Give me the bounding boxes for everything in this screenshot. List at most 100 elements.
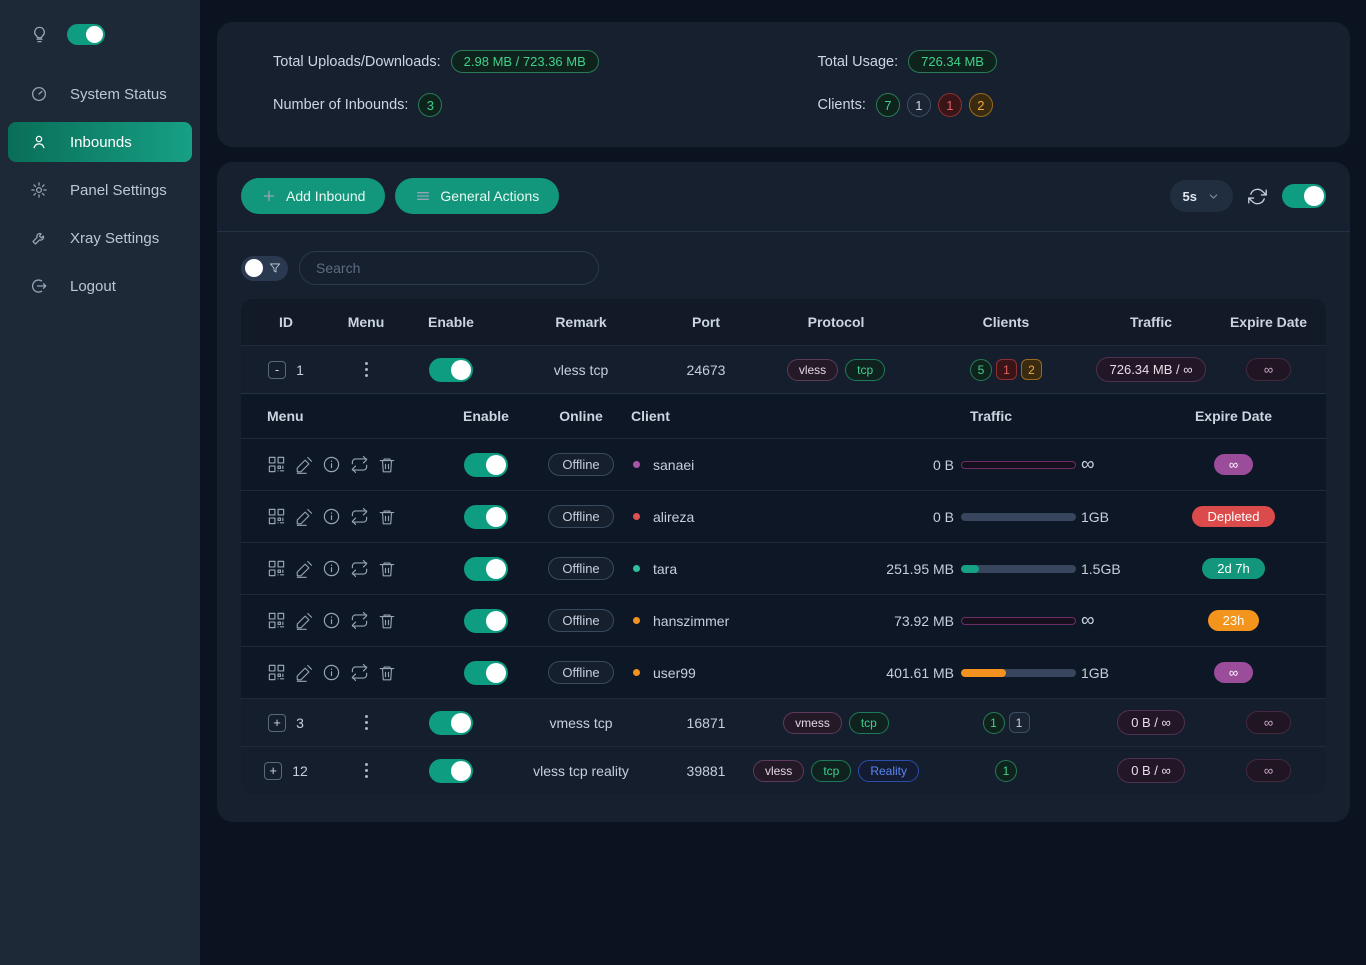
client-enable-toggle[interactable] — [464, 608, 508, 633]
client-count-green: 1 — [982, 711, 1005, 734]
client-name: alireza — [653, 508, 695, 525]
general-actions-button[interactable]: General Actions — [395, 178, 560, 214]
sidebar-item-xray-settings[interactable]: Xray Settings — [0, 218, 200, 258]
client-traffic-used: 0 B — [932, 456, 954, 473]
auto-refresh-toggle[interactable] — [1282, 184, 1326, 208]
inbound-port: 16871 — [686, 714, 726, 731]
collapse-button[interactable]: - — [268, 360, 287, 379]
dots-icon[interactable] — [361, 711, 372, 734]
expand-button[interactable]: + — [268, 713, 287, 732]
client-expire-badge: Depleted — [1192, 506, 1275, 527]
col-traffic: Traffic — [1129, 314, 1172, 330]
trash-icon[interactable] — [378, 560, 396, 578]
client-row: Offline user99 401.61 MB 1GB ∞ — [241, 646, 1326, 698]
client-name: user99 — [653, 664, 696, 681]
client-status-dot — [633, 617, 640, 624]
theme-toggle[interactable] — [67, 23, 105, 45]
qr-icon[interactable] — [267, 663, 286, 682]
protocol-badge: tcp — [848, 711, 889, 734]
stat-clients-label: Clients: — [817, 97, 866, 113]
clients-gray-badge: 1 — [906, 93, 931, 117]
sidebar-item-label: Inbounds — [70, 133, 132, 151]
client-count-red: 1 — [996, 359, 1017, 380]
trash-icon[interactable] — [378, 508, 396, 526]
reset-icon[interactable] — [350, 611, 369, 630]
col-id: ID — [279, 314, 293, 330]
client-row: Offline hanszimmer 73.92 MB ∞ 23h — [241, 594, 1326, 646]
inbound-expire-badge: ∞ — [1245, 358, 1292, 381]
inbound-id-cell: + 3 — [241, 713, 331, 732]
qr-icon[interactable] — [267, 455, 286, 474]
reset-icon[interactable] — [350, 663, 369, 682]
info-icon[interactable] — [322, 507, 341, 526]
plus-icon — [261, 188, 277, 204]
add-inbound-button[interactable]: Add Inbound — [241, 178, 386, 214]
info-icon[interactable] — [322, 559, 341, 578]
client-enable-toggle[interactable] — [464, 556, 508, 581]
sidebar: System Status Inbounds Panel Settings Xr… — [0, 0, 200, 965]
trash-icon[interactable] — [378, 456, 396, 474]
reset-icon[interactable] — [350, 507, 369, 526]
qr-icon[interactable] — [267, 507, 286, 526]
online-status-badge: Offline — [548, 557, 614, 580]
ccol-expire: Expire Date — [1194, 408, 1273, 424]
protocol-badge: Reality — [858, 759, 920, 782]
clients-total-badge: 7 — [875, 93, 900, 117]
info-icon[interactable] — [322, 611, 341, 630]
trash-icon[interactable] — [378, 612, 396, 630]
chevron-down-icon — [1207, 190, 1220, 203]
theme-row — [0, 18, 200, 60]
inbound-id-cell: + 12 — [241, 761, 331, 780]
client-enable-toggle[interactable] — [464, 452, 508, 477]
expand-button[interactable]: + — [264, 761, 283, 780]
edit-icon[interactable] — [295, 508, 313, 526]
stat-uploads: Total Uploads/Downloads: 2.98 MB / 723.3… — [273, 50, 784, 73]
stat-clients-badges: 7 1 1 2 — [875, 93, 993, 117]
sidebar-item-logout[interactable]: Logout — [0, 266, 200, 306]
info-icon[interactable] — [322, 663, 341, 682]
inbound-clients: 5 1 2 — [921, 358, 1091, 381]
sidebar-nav: System Status Inbounds Panel Settings Xr… — [0, 60, 200, 306]
client-enable-toggle[interactable] — [464, 660, 508, 685]
filter-toggle[interactable] — [241, 255, 288, 281]
stat-usage: Total Usage: 726.34 MB — [784, 50, 1295, 73]
dots-icon[interactable] — [361, 358, 372, 381]
info-icon[interactable] — [322, 455, 341, 474]
edit-icon[interactable] — [295, 560, 313, 578]
edit-icon[interactable] — [295, 664, 313, 682]
sidebar-item-panel-settings[interactable]: Panel Settings — [0, 170, 200, 210]
online-status-badge: Offline — [548, 453, 614, 476]
client-enable-toggle[interactable] — [464, 504, 508, 529]
inbound-protocols: vless tcp Reality — [751, 759, 921, 782]
col-clients: Clients — [982, 314, 1030, 330]
trash-icon[interactable] — [378, 664, 396, 682]
client-status-dot — [633, 513, 640, 520]
inbound-enable-toggle[interactable] — [429, 758, 473, 783]
edit-icon[interactable] — [295, 612, 313, 630]
inbound-protocols: vmess tcp — [751, 711, 921, 734]
qr-icon[interactable] — [267, 559, 286, 578]
clients-orange-badge: 2 — [968, 93, 993, 117]
stat-uploads-label: Total Uploads/Downloads: — [273, 53, 441, 70]
refresh-interval-select[interactable]: 5s — [1169, 180, 1233, 212]
edit-icon[interactable] — [295, 456, 313, 474]
refresh-icon[interactable] — [1248, 187, 1267, 206]
qr-icon[interactable] — [267, 611, 286, 630]
search-input[interactable] — [299, 251, 599, 285]
inbound-enable-toggle[interactable] — [429, 710, 473, 735]
stat-clients: Clients: 7 1 1 2 — [784, 93, 1295, 117]
client-status-dot — [633, 565, 640, 572]
stat-usage-label: Total Usage: — [817, 53, 899, 70]
reset-icon[interactable] — [350, 559, 369, 578]
sidebar-item-label: Panel Settings — [70, 181, 167, 199]
client-status-dot — [633, 461, 640, 468]
sidebar-item-system-status[interactable]: System Status — [0, 74, 200, 114]
gauge-icon — [30, 85, 48, 103]
dots-icon[interactable] — [361, 759, 372, 782]
reset-icon[interactable] — [350, 455, 369, 474]
stats-card: Total Uploads/Downloads: 2.98 MB / 723.3… — [217, 22, 1350, 147]
inbound-enable-toggle[interactable] — [429, 357, 473, 382]
sidebar-item-inbounds[interactable]: Inbounds — [8, 122, 192, 162]
col-port: Port — [692, 314, 720, 330]
inbound-remark: vless tcp — [553, 361, 609, 378]
